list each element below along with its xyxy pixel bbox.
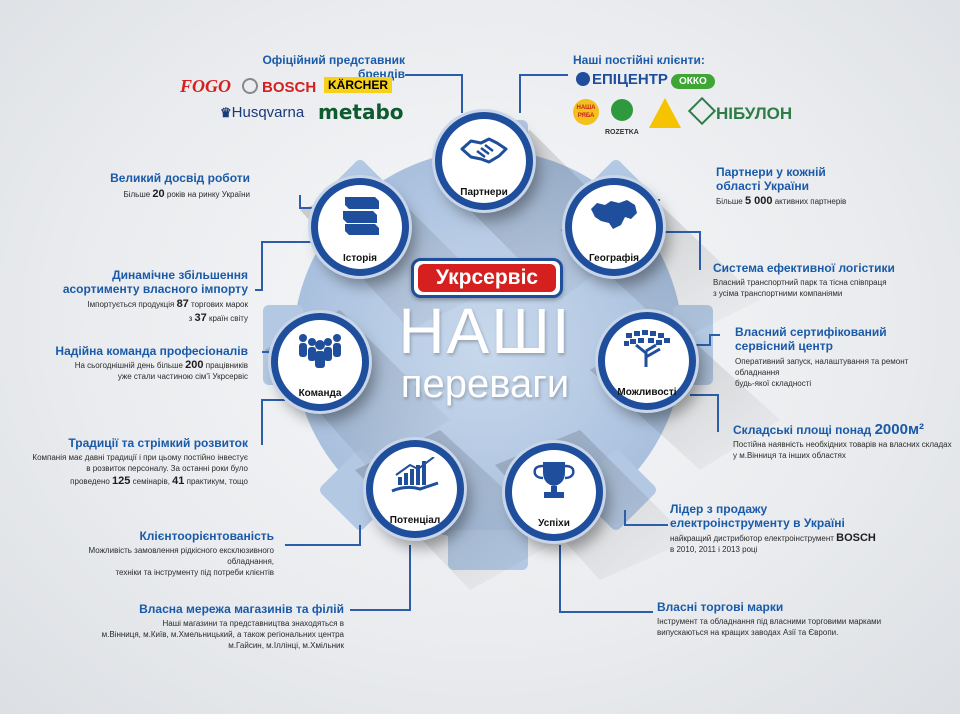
partners-text: Більше 5 000 активних партнерів bbox=[716, 195, 847, 207]
client-heading: Клієнтоорієнтованість bbox=[139, 529, 274, 543]
partners-heading-2: області України bbox=[716, 179, 809, 193]
logo-husqvarna: ♛Husqvarna bbox=[220, 104, 304, 121]
logistics-text-2: з усіма транспортними компаніями bbox=[713, 289, 843, 298]
ukraine-map-icon bbox=[591, 200, 637, 229]
rozetka-text: ROZETKA bbox=[605, 129, 639, 136]
traditions-text-1: Компанія має давні традиції і при цьому … bbox=[32, 453, 248, 462]
node-possibilities[interactable]: Можливості bbox=[598, 312, 696, 410]
leader-heading-2: електроінструменту в Україні bbox=[670, 516, 845, 530]
node-potential-label: Потенціал bbox=[389, 515, 441, 526]
people-icon bbox=[299, 334, 341, 368]
stores-text-3: м.Гайсин, м.Іллінці, м.Хмільник bbox=[228, 641, 344, 650]
assortment-heading-1: Динамічне збільшення bbox=[112, 268, 248, 282]
logo-epicentr: ЕПІЦЕНТР bbox=[576, 71, 668, 88]
node-partners[interactable]: Партнери bbox=[435, 112, 533, 210]
logo-fogo: FOGO bbox=[180, 76, 232, 96]
history-heading: Великий досвід роботи bbox=[110, 171, 250, 185]
leader-heading-1: Лідер з продажу bbox=[670, 502, 768, 516]
warehouse-heading: Складські площі понад 2000м² bbox=[733, 421, 925, 438]
rozetka-smile-icon bbox=[610, 99, 633, 121]
assortment-text-1: Імпортується продукція 87 торгових марок bbox=[87, 298, 248, 310]
handshake-icon bbox=[460, 137, 508, 164]
traditions-heading: Традиції та стрімкий розвиток bbox=[68, 436, 248, 450]
growth-chart-icon bbox=[391, 457, 439, 493]
trophy-icon bbox=[533, 462, 575, 498]
node-history-label: Історія bbox=[343, 253, 377, 264]
logistics-heading: Система ефективної логістики bbox=[713, 261, 895, 275]
trademarks-text-2: випускаються на кращих заводах Азії та Є… bbox=[657, 628, 839, 637]
node-successes[interactable]: Успіхи bbox=[505, 443, 603, 541]
team-text-2: уже стали частиною сім'ї Укрсервіс bbox=[117, 372, 248, 381]
team-block: Надійна команда професіоналів На сьогодн… bbox=[40, 344, 248, 382]
nibulon-diamond-icon bbox=[687, 96, 717, 126]
trademarks-heading: Власні торгові марки bbox=[657, 600, 784, 614]
client-block: Клієнтоорієнтованість Можливість замовле… bbox=[40, 529, 274, 578]
history-block: Великий досвід роботи Більше 20 років на… bbox=[80, 171, 250, 200]
logistics-text-1: Власний транспортний парк та тісна співп… bbox=[713, 278, 887, 287]
service-text-2: будь-якої складності bbox=[735, 379, 812, 388]
service-block: Власний сертифікований сервісний центр О… bbox=[735, 325, 955, 389]
brand-logo-text: Укрсервіс bbox=[418, 264, 556, 292]
trademarks-block: Власні торгові марки Інструмент та облад… bbox=[657, 600, 907, 638]
tree-icon bbox=[624, 330, 670, 367]
partners-heading-1: Партнери у кожній bbox=[716, 165, 826, 179]
husqvarna-crown-icon: ♛ bbox=[220, 105, 232, 120]
logo-karcher: KÄRCHER bbox=[324, 77, 392, 93]
husqvarna-text: Husqvarna bbox=[231, 104, 305, 121]
node-geography[interactable]: Географія bbox=[565, 178, 663, 276]
stores-heading: Власна мережа магазинів та філій bbox=[139, 602, 344, 616]
bosch-text: BOSCH bbox=[262, 79, 317, 96]
traditions-block: Традиції та стрімкий розвиток Компанія м… bbox=[20, 436, 248, 487]
team-text-1: На сьогоднішній день більше 200 працівни… bbox=[74, 359, 248, 371]
traditions-text-3: проведено 125 семінарів, 41 практикум, т… bbox=[70, 475, 248, 487]
node-geography-label: Географія bbox=[588, 253, 640, 264]
leader-block: Лідер з продажу електроінструменту в Укр… bbox=[670, 502, 900, 555]
assortment-text-2: з 37 країн світу bbox=[188, 312, 248, 324]
service-text-1: Оперативний запуск, налаштування та ремо… bbox=[735, 357, 909, 377]
node-team[interactable]: Команда bbox=[271, 313, 369, 411]
node-possibilities-label: Можливості bbox=[617, 387, 677, 398]
warehouse-block: Складські площі понад 2000м² Постійна на… bbox=[733, 421, 955, 461]
node-successes-label: Успіхи bbox=[538, 518, 570, 529]
epicentr-icon bbox=[576, 72, 590, 86]
logo-rozetka: ROZETKA bbox=[605, 99, 639, 139]
warehouse-text-1: Постійна наявність необхідних товарів на… bbox=[733, 440, 952, 449]
history-text: Більше 20 років на ринку України bbox=[123, 188, 250, 200]
books-icon bbox=[343, 197, 379, 235]
clients-heading: Наші постійні клієнти: bbox=[573, 53, 705, 67]
nibulon-text: НІБУЛОН bbox=[716, 104, 793, 123]
warehouse-text-2: у м.Вінниця та інших областях bbox=[733, 451, 846, 460]
node-potential[interactable]: Потенціал bbox=[366, 440, 464, 538]
brand-logo: Укрсервіс bbox=[411, 258, 563, 298]
partners-block: Партнери у кожній області України Більше… bbox=[716, 165, 916, 207]
node-partners-label: Партнери bbox=[460, 187, 508, 198]
service-heading-1: Власний сертифікований bbox=[735, 325, 887, 339]
bosch-emblem-icon bbox=[242, 78, 258, 94]
logo-bosch: BOSCH bbox=[242, 78, 316, 96]
assortment-heading-2: асортименту власного імпорту bbox=[62, 282, 248, 296]
logistics-block: Система ефективної логістики Власний тра… bbox=[713, 261, 933, 299]
node-history[interactable]: Історія bbox=[311, 178, 409, 276]
leader-text-1: найкращий дистрибютор електроінструмент … bbox=[670, 532, 876, 544]
stores-block: Власна мережа магазинів та філій Наші ма… bbox=[60, 602, 344, 651]
epicentr-text: ЕПІЦЕНТР bbox=[592, 71, 668, 88]
logo-nasha-ryaba: НАША РЯБА bbox=[573, 99, 599, 125]
client-text-2: техніки та інструменту під потреби клієн… bbox=[115, 568, 274, 577]
logo-nibulon: НІБУЛОН bbox=[687, 96, 793, 126]
service-heading-2: сервісний центр bbox=[735, 339, 833, 353]
title-main: НАШІ bbox=[398, 295, 572, 367]
client-text-1: Можливість замовлення рідкісного ексклюз… bbox=[88, 546, 274, 566]
title-sub: переваги bbox=[400, 362, 570, 406]
stores-text-2: м.Вінниця, м.Київ, м.Хмельницький, а так… bbox=[101, 630, 344, 639]
traditions-text-2: в розвиток персоналу. За останні роки бу… bbox=[86, 464, 248, 473]
logo-metabo: metabo bbox=[318, 100, 404, 124]
team-heading: Надійна команда професіоналів bbox=[55, 344, 248, 358]
trademarks-text-1: Інструмент та обладнання під власними то… bbox=[657, 617, 882, 626]
logo-okko: ОККО bbox=[671, 74, 715, 89]
leader-text-2: в 2010, 2011 і 2013 році bbox=[670, 545, 758, 554]
node-team-label: Команда bbox=[298, 388, 342, 399]
assortment-block: Динамічне збільшення асортименту власног… bbox=[60, 268, 248, 324]
stores-text-1: Наші магазини та представництва знаходят… bbox=[162, 619, 344, 628]
